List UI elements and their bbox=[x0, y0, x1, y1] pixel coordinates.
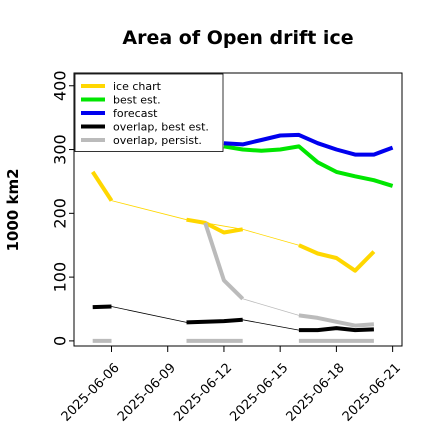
series-3-line-1 bbox=[186, 317, 243, 325]
x-tick-label: 2025-06-18 bbox=[284, 361, 348, 425]
y-tick-label: 0 bbox=[51, 336, 70, 346]
series-0-line-2 bbox=[298, 243, 376, 273]
series-0-connector bbox=[111, 200, 300, 246]
series-3-line-2 bbox=[298, 326, 374, 333]
legend-label: best est. bbox=[113, 93, 161, 106]
series-0-line-1 bbox=[186, 217, 244, 235]
y-tick-label: 100 bbox=[51, 262, 70, 293]
chart-title: Area of Open drift ice bbox=[122, 27, 353, 49]
series-2-line-0 bbox=[223, 132, 394, 157]
series-1-line-0 bbox=[223, 144, 394, 188]
x-tick-label: 2025-06-06 bbox=[59, 361, 123, 425]
y-ticks: 0 100 200 300 400 bbox=[51, 70, 74, 346]
series-0-line-0 bbox=[91, 170, 114, 202]
x-tick-label: 2025-06-15 bbox=[227, 361, 291, 425]
series-3-line-0 bbox=[92, 304, 112, 310]
x-tick-label: 2025-06-21 bbox=[340, 361, 404, 425]
series-3-connector bbox=[111, 306, 299, 331]
x-tick-label: 2025-06-09 bbox=[115, 361, 179, 425]
series-4-line-3 bbox=[203, 222, 245, 301]
series-4-line-4 bbox=[298, 313, 375, 328]
plot-lines bbox=[91, 132, 394, 343]
legend-label: overlap, best est. bbox=[113, 120, 209, 133]
y-tick-label: 200 bbox=[51, 198, 70, 229]
legend-label: ice chart bbox=[113, 80, 162, 93]
legend-label: forecast bbox=[113, 107, 158, 120]
y-axis-label: 1000 km2 bbox=[4, 168, 22, 251]
x-tick-label: 2025-06-12 bbox=[171, 361, 235, 425]
x-ticks: 2025-06-062025-06-092025-06-122025-06-15… bbox=[59, 346, 404, 425]
legend-label: overlap, persist. bbox=[113, 134, 202, 147]
y-tick-label: 400 bbox=[51, 70, 70, 101]
plot-frame bbox=[73, 72, 403, 347]
series-4-connector bbox=[242, 298, 300, 316]
y-tick-label: 300 bbox=[51, 134, 70, 165]
